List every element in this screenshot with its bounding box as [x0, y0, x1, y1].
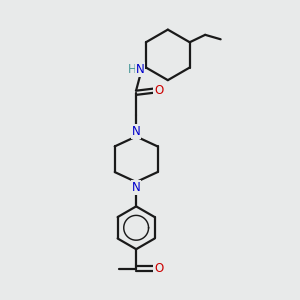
Text: N: N — [132, 125, 140, 138]
Text: N: N — [132, 181, 140, 194]
Text: N: N — [136, 63, 144, 76]
Text: H: H — [128, 63, 136, 76]
Text: O: O — [154, 84, 164, 97]
Text: O: O — [154, 262, 164, 275]
